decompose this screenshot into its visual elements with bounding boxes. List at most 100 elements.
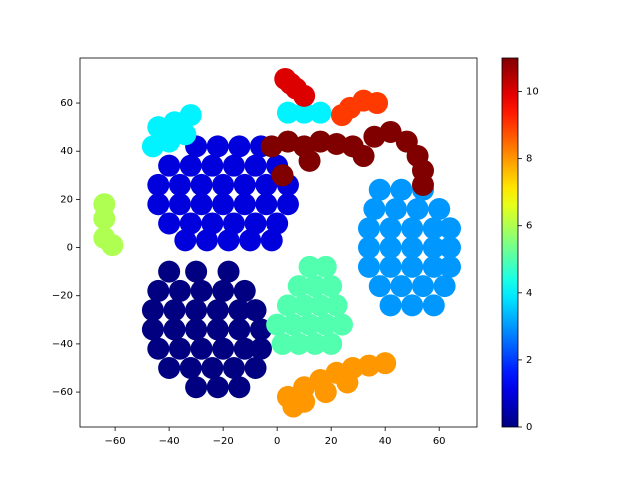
point — [201, 212, 224, 235]
point — [233, 337, 256, 360]
y-tick-label: 0 — [67, 243, 73, 254]
point — [228, 135, 251, 158]
point — [168, 193, 191, 216]
point — [379, 294, 402, 317]
x-tick-label: 0 — [274, 436, 280, 447]
point — [93, 207, 116, 230]
point — [303, 332, 326, 355]
point — [314, 381, 337, 404]
point — [401, 255, 424, 278]
point — [314, 313, 337, 336]
point — [206, 135, 229, 158]
point — [168, 173, 191, 196]
point — [330, 313, 353, 336]
point — [233, 173, 256, 196]
point — [401, 236, 424, 259]
point — [101, 234, 124, 257]
point — [368, 275, 391, 298]
point — [212, 279, 235, 302]
colorbar-tick-label: 2 — [526, 355, 532, 366]
point — [185, 299, 208, 322]
x-tick-label: −20 — [213, 436, 234, 447]
point — [276, 294, 299, 317]
point — [179, 154, 202, 177]
point — [179, 104, 202, 127]
point — [249, 337, 272, 360]
point — [433, 275, 456, 298]
point — [190, 337, 213, 360]
point — [201, 154, 224, 177]
point — [390, 275, 413, 298]
point — [422, 255, 445, 278]
x-tick-label: 40 — [379, 436, 392, 447]
point — [325, 294, 348, 317]
point — [222, 154, 245, 177]
point — [244, 212, 267, 235]
point — [147, 337, 170, 360]
point — [320, 275, 343, 298]
point — [185, 376, 208, 399]
point — [222, 356, 245, 379]
point — [287, 275, 310, 298]
point — [282, 313, 305, 336]
point — [438, 236, 461, 259]
point — [357, 255, 380, 278]
point — [298, 255, 321, 278]
point — [195, 229, 218, 252]
point — [233, 193, 256, 216]
point — [222, 212, 245, 235]
point — [266, 313, 289, 336]
point — [309, 130, 332, 153]
point — [190, 193, 213, 216]
x-tick-label: 20 — [325, 436, 338, 447]
point — [422, 294, 445, 317]
point — [206, 318, 229, 341]
point — [325, 132, 348, 155]
point — [255, 173, 278, 196]
point — [374, 352, 397, 375]
y-tick-label: −40 — [52, 339, 73, 350]
point — [201, 356, 224, 379]
point — [282, 395, 305, 418]
point — [190, 279, 213, 302]
point — [158, 154, 181, 177]
point — [244, 356, 267, 379]
point — [212, 337, 235, 360]
point — [401, 217, 424, 240]
point — [228, 299, 251, 322]
point — [276, 193, 299, 216]
point — [438, 255, 461, 278]
colorbar-tick-label: 8 — [526, 154, 532, 165]
y-tick-label: 60 — [60, 98, 73, 109]
point — [168, 337, 191, 360]
point — [357, 217, 380, 240]
point — [379, 120, 402, 143]
point — [179, 212, 202, 235]
point — [212, 173, 235, 196]
point — [287, 332, 310, 355]
point — [422, 217, 445, 240]
point — [212, 193, 235, 216]
point — [163, 318, 186, 341]
point — [185, 260, 208, 283]
point — [206, 299, 229, 322]
point — [422, 236, 445, 259]
point — [266, 212, 289, 235]
colorbar-tick-label: 6 — [526, 221, 532, 232]
point — [260, 229, 283, 252]
point — [255, 193, 278, 216]
point — [379, 255, 402, 278]
point — [141, 299, 164, 322]
point — [228, 318, 251, 341]
point — [271, 332, 294, 355]
point — [390, 178, 413, 201]
point — [293, 101, 316, 124]
point — [298, 149, 321, 172]
point — [357, 236, 380, 259]
point — [233, 279, 256, 302]
point — [298, 313, 321, 336]
point — [314, 255, 337, 278]
point — [293, 294, 316, 317]
point — [217, 229, 240, 252]
